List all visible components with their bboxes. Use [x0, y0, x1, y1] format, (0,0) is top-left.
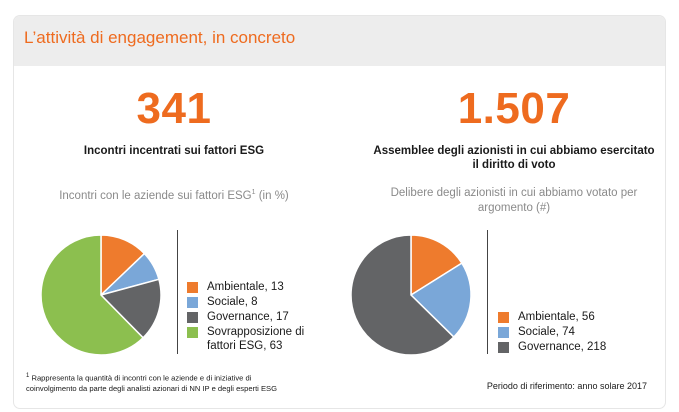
pie-slice-governance [350, 234, 455, 356]
assemblies-label: Assemblee degli azionisti in cui abbiamo… [373, 145, 655, 171]
legend-label: Sovrapposizione di [207, 326, 305, 338]
legend-label: Ambientale, 13 [207, 281, 284, 293]
legend-label: Sociale, 74 [518, 326, 575, 338]
legend-swatch [498, 342, 509, 353]
legend-swatch [187, 327, 198, 338]
assemblies-count: 1.507 [457, 84, 571, 133]
right-legend: Ambientale, 56 Sociale, 74 Governance, 218 [498, 310, 648, 355]
right-chart-subtitle: Delibere degli azionisti in cui abbiamo … [390, 187, 638, 214]
footnote: 1 Rappresenta la quantità di incontri co… [26, 373, 278, 393]
card-header: L’attività di engagement, in concreto [14, 16, 665, 66]
legend-item-governance: Governance, 17 [187, 310, 327, 324]
meetings-count: 341 [136, 84, 212, 133]
reference-period: Periodo di riferimento: anno solare 2017 [486, 381, 647, 391]
legend-item-governance: Governance, 218 [498, 340, 648, 354]
legend-label: Ambientale, 56 [518, 311, 595, 323]
legend-swatch [498, 327, 509, 338]
pie-slice-sociale [409, 262, 472, 339]
card-title: L’attività di engagement, in concreto [24, 28, 296, 47]
engagement-card: L’attività di engagement, in concreto 34… [14, 16, 665, 408]
pie-chart-engagement-topics [40, 234, 162, 356]
legend-item-sociale: Sociale, 74 [498, 325, 648, 339]
pie-slice-ambientale [410, 234, 463, 297]
legend-swatch [187, 297, 198, 308]
left-divider [177, 230, 178, 354]
legend-label: Governance, 218 [518, 341, 607, 353]
legend-label-cont: fattori ESG, 63 [207, 340, 283, 352]
legend-item-ambientale: Ambientale, 56 [498, 310, 648, 324]
left-chart-subtitle: Incontri con le aziende sui fattori ESG1… [59, 189, 289, 202]
legend-swatch [498, 312, 509, 323]
pie-chart-resolutions-by-topic [350, 234, 472, 356]
legend-label: Sociale, 8 [207, 296, 258, 308]
pie-slice-governance [99, 278, 162, 339]
legend-swatch [187, 282, 198, 293]
pie-slice-sovrapposizione [40, 234, 145, 356]
legend-item-sovrapposizione: Sovrapposizione di fattori ESG, 63 [187, 325, 327, 353]
legend-swatch [187, 312, 198, 323]
left-legend: Ambientale, 13 Sociale, 8 Governance, 17 So… [187, 280, 327, 354]
meetings-label: Incontri incentrati sui fattori ESG [83, 145, 265, 157]
legend-label: Governance, 17 [207, 311, 289, 323]
legend-item-ambientale: Ambientale, 13 [187, 280, 327, 294]
right-divider [487, 230, 488, 354]
legend-item-sociale: Sociale, 8 [187, 295, 327, 309]
